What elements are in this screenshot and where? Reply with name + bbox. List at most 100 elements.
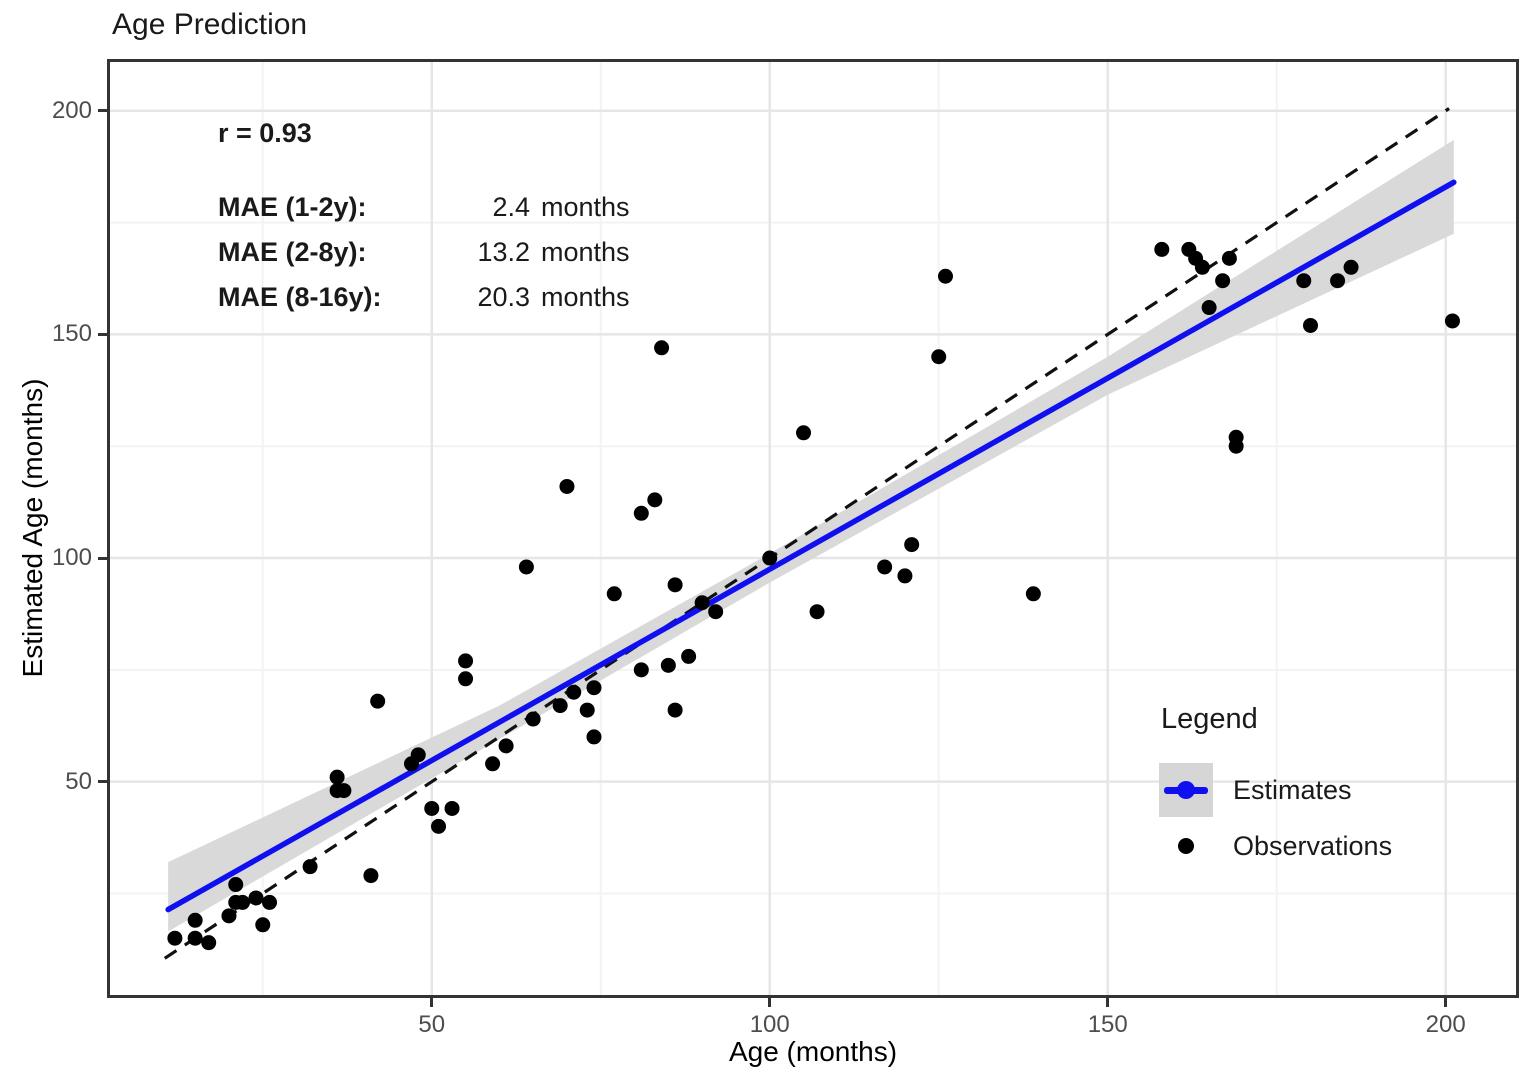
observation-point (654, 340, 670, 356)
observation-point (518, 559, 534, 575)
mae-label: MAE (1-2y): (218, 192, 367, 222)
chart-title: Age Prediction (112, 8, 308, 41)
y-axis-tick-label: 50 (65, 767, 92, 795)
x-axis-tick-label: 100 (749, 1011, 790, 1038)
observation-point (201, 935, 217, 951)
observation-point (228, 877, 244, 893)
y-axis-tick (98, 780, 107, 784)
observation-point (1296, 273, 1312, 289)
observations-point-key-icon (1159, 819, 1213, 873)
observation-point (762, 550, 778, 566)
mae-value: 2.4 (492, 192, 530, 222)
observation-point (187, 912, 203, 928)
observation-point (809, 604, 825, 620)
x-axis-tick (1444, 998, 1448, 1007)
legend-label: Estimates (1233, 774, 1352, 805)
observation-point (255, 917, 271, 933)
observation-point (667, 702, 683, 718)
observation-point (336, 783, 352, 799)
observation-point (262, 894, 278, 910)
observation-point (167, 930, 183, 946)
observation-point (1201, 300, 1217, 316)
observation-point (187, 930, 203, 946)
y-axis-tick (98, 332, 107, 336)
observation-point (525, 711, 541, 727)
observation-point (552, 698, 568, 714)
mae-label: MAE (8-16y): (218, 282, 382, 312)
observation-point (370, 693, 386, 709)
observation-point (681, 648, 697, 664)
mae-unit: months (541, 192, 630, 222)
observation-point (586, 729, 602, 745)
observation-point (1215, 273, 1231, 289)
observation-point (559, 478, 575, 494)
y-axis-tick-label: 100 (51, 544, 92, 572)
plot-canvas (110, 62, 1516, 995)
observation-point (248, 890, 264, 906)
observation-point (458, 653, 474, 669)
observation-point (566, 684, 582, 700)
observation-point (694, 595, 710, 611)
observation-point (579, 702, 595, 718)
mae-label: MAE (2-8y): (218, 237, 367, 267)
observation-point (444, 800, 460, 816)
x-axis-tick (1106, 998, 1110, 1007)
observation-point (1444, 313, 1460, 329)
observation-point (302, 859, 318, 875)
estimates-line-key-icon (1159, 763, 1213, 817)
x-axis-tick (430, 998, 434, 1007)
observation-point (937, 268, 953, 284)
observation-point (647, 492, 663, 508)
observation-point (897, 568, 913, 584)
observation-point (234, 894, 250, 910)
observation-point (633, 662, 649, 678)
observation-point (221, 908, 237, 924)
observation-point (660, 657, 676, 673)
observation-point (329, 769, 345, 785)
y-axis-title: Estimated Age (months) (17, 378, 48, 678)
x-axis-tick (768, 998, 772, 1007)
x-axis-tick-label: 50 (418, 1011, 446, 1038)
legend: Legend Estimates Observations (1159, 703, 1392, 874)
identity-dashed-line (163, 107, 1450, 960)
stats-annotation: r = 0.93 MAE (1-2y): 2.4 months MAE (2-8… (218, 118, 630, 320)
mae-value: 13.2 (477, 237, 530, 267)
observation-point (586, 680, 602, 696)
observation-point (1025, 586, 1041, 602)
x-axis-tick-label: 150 (1087, 1011, 1128, 1038)
mae-row: MAE (2-8y): 13.2 months (218, 230, 630, 275)
observation-point (1194, 259, 1210, 275)
observation-point (485, 756, 501, 772)
observation-point (931, 349, 947, 365)
observation-point (1330, 273, 1346, 289)
legend-item-observations: Observations (1159, 818, 1392, 874)
observation-point (633, 505, 649, 521)
observation-point (904, 537, 920, 553)
observation-point (1221, 250, 1237, 266)
y-axis-tick-label: 200 (51, 96, 92, 124)
legend-label: Observations (1233, 830, 1393, 861)
plot-area (107, 59, 1519, 998)
observation-point (708, 604, 724, 620)
observation-point (431, 818, 447, 834)
legend-title: Legend (1161, 703, 1258, 735)
observation-point (1303, 317, 1319, 333)
observation-point (1228, 429, 1244, 445)
y-axis-tick (98, 556, 107, 560)
observation-point (877, 559, 893, 575)
observation-point (1154, 241, 1170, 257)
blue-dot-icon (1177, 781, 1195, 799)
mae-row: MAE (8-16y): 20.3 months (218, 275, 630, 320)
observation-point (458, 671, 474, 687)
observation-point (424, 800, 440, 816)
y-axis-tick-label: 150 (51, 320, 92, 348)
observation-point (410, 747, 426, 763)
correlation-text: r = 0.93 (218, 118, 312, 148)
mae-row: MAE (1-2y): 2.4 months (218, 185, 630, 230)
mae-unit: months (541, 237, 630, 267)
regression-line (165, 179, 1457, 913)
observation-point (363, 868, 379, 884)
mae-value: 20.3 (477, 282, 530, 312)
x-axis-tick-label: 200 (1425, 1011, 1466, 1038)
